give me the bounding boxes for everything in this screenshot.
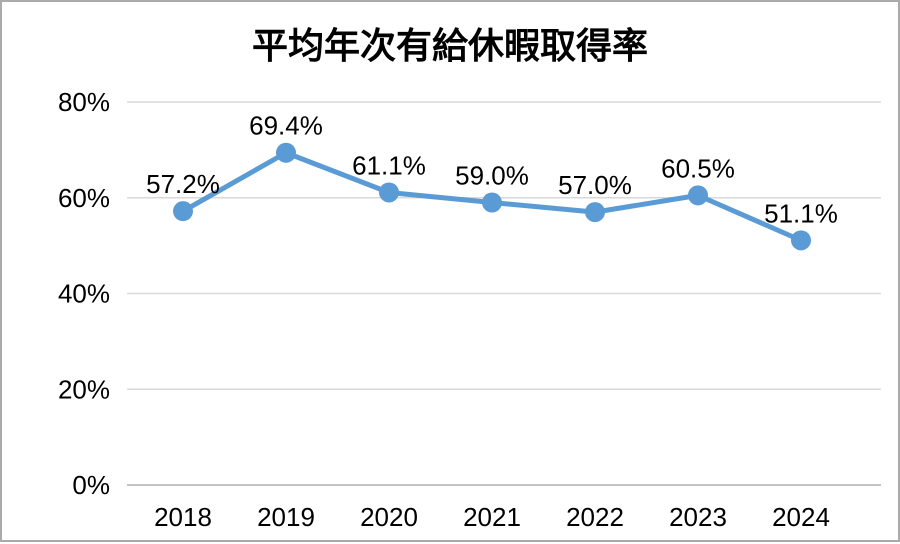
data-point-label: 51.1% bbox=[764, 198, 838, 228]
data-point-label: 60.5% bbox=[661, 153, 735, 183]
data-point-label: 61.1% bbox=[352, 150, 426, 180]
y-axis-tick-label: 60% bbox=[58, 183, 110, 213]
x-axis-tick-label: 2024 bbox=[772, 502, 830, 532]
y-axis-tick-label: 80% bbox=[58, 87, 110, 117]
data-point-marker bbox=[585, 202, 605, 223]
x-axis-tick-label: 2018 bbox=[154, 502, 212, 532]
x-axis-tick-label: 2021 bbox=[463, 502, 521, 532]
y-axis-tick-label: 0% bbox=[72, 470, 110, 500]
data-point-label: 57.0% bbox=[558, 170, 632, 200]
data-point-marker bbox=[173, 201, 193, 222]
data-point-label: 57.2% bbox=[146, 169, 220, 199]
x-axis-tick-label: 2019 bbox=[257, 502, 315, 532]
y-axis-tick-label: 20% bbox=[58, 374, 110, 404]
data-point-label: 69.4% bbox=[249, 111, 323, 141]
x-axis-tick-label: 2023 bbox=[669, 502, 727, 532]
x-axis-tick-label: 2020 bbox=[360, 502, 418, 532]
data-point-marker bbox=[688, 185, 708, 206]
y-axis-tick-label: 40% bbox=[58, 279, 110, 309]
data-point-marker bbox=[276, 142, 296, 163]
chart-title: 平均年次有給休暇取得率 bbox=[251, 25, 648, 66]
x-axis-tick-label: 2022 bbox=[566, 502, 624, 532]
data-point-marker bbox=[482, 192, 502, 213]
data-point-label: 59.0% bbox=[455, 161, 529, 191]
data-point-marker bbox=[379, 182, 399, 203]
data-point-marker bbox=[791, 230, 811, 251]
